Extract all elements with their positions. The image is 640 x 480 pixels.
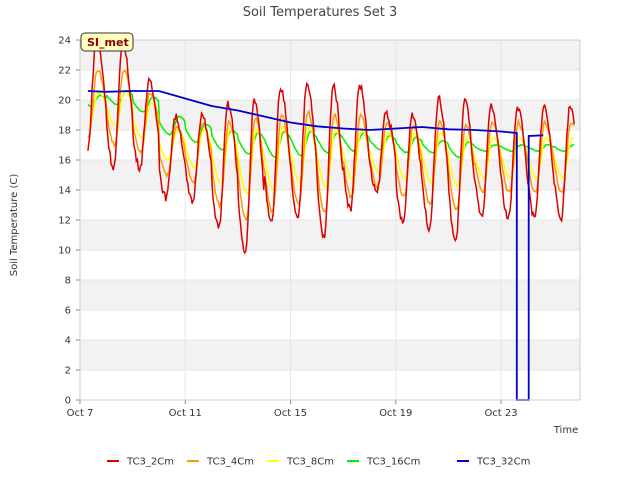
grid-band xyxy=(80,280,580,310)
grid-band xyxy=(80,190,580,220)
legend: TC3_2Cm TC3_4Cm TC3_8Cm TC3_16Cm TC3_32Cm xyxy=(107,457,530,468)
legend-item-tc3-2cm: TC3_2Cm xyxy=(107,457,174,468)
y-tick-label: 22 xyxy=(58,66,71,77)
grid-band xyxy=(80,70,580,100)
legend-label: TC3_32Cm xyxy=(476,457,530,468)
grid-band xyxy=(80,40,580,70)
chart-title: Soil Temperatures Set 3 xyxy=(243,5,398,20)
y-tick-label: 2 xyxy=(65,366,71,377)
grid-band xyxy=(80,310,580,340)
x-tick-label: Oct 15 xyxy=(274,408,307,419)
y-tick-label: 24 xyxy=(58,36,71,47)
legend-item-tc3-4cm: TC3_4Cm xyxy=(187,457,254,468)
site-label: SI_met xyxy=(87,36,129,49)
legend-item-tc3-8cm: TC3_8Cm xyxy=(267,457,334,468)
y-tick-label: 14 xyxy=(58,186,71,197)
series-tc3-8cm-line xyxy=(87,89,575,195)
x-tick-label: Oct 11 xyxy=(169,408,202,419)
grid-band xyxy=(80,220,580,250)
y-tick-label: 16 xyxy=(58,156,71,167)
grid-band xyxy=(80,340,580,370)
y-tick-label: 10 xyxy=(58,246,71,257)
legend-item-tc3-16cm: TC3_16Cm xyxy=(347,457,420,468)
legend-label: TC3_4Cm xyxy=(206,457,254,468)
y-tick-label: 12 xyxy=(58,216,71,227)
legend-label: TC3_16Cm xyxy=(366,457,420,468)
plot-background-bands xyxy=(79,39,580,401)
series-tc3-32cm-line xyxy=(87,90,544,401)
site-label-box: SI_met xyxy=(80,32,134,52)
x-tick-label: Oct 7 xyxy=(67,408,94,419)
y-tick-label: 6 xyxy=(65,306,71,317)
x-axis-label: Time xyxy=(553,425,578,436)
y-axis-label: Soil Temperature (C) xyxy=(9,174,20,277)
x-tick-label: Oct 23 xyxy=(484,408,517,419)
series-tc3-2cm-line xyxy=(87,39,575,255)
y-tick-label: 4 xyxy=(65,336,71,347)
plot-frame xyxy=(79,39,581,401)
y-tick-label: 18 xyxy=(58,126,71,137)
grid-band xyxy=(80,370,580,400)
y-tick-label: 8 xyxy=(65,276,71,287)
plot-border xyxy=(79,39,581,401)
x-tick-label: Oct 19 xyxy=(379,408,412,419)
legend-label: TC3_2Cm xyxy=(126,457,174,468)
y-tick-label: 20 xyxy=(58,96,71,107)
grid-band xyxy=(80,250,580,280)
series-lines xyxy=(87,39,575,401)
legend-label: TC3_8Cm xyxy=(286,457,334,468)
x-axis-ticks: Oct 7 Oct 11 Oct 15 Oct 19 Oct 23 xyxy=(67,400,518,419)
legend-item-tc3-32cm: TC3_32Cm xyxy=(457,457,530,468)
y-tick-label: 0 xyxy=(65,396,71,407)
